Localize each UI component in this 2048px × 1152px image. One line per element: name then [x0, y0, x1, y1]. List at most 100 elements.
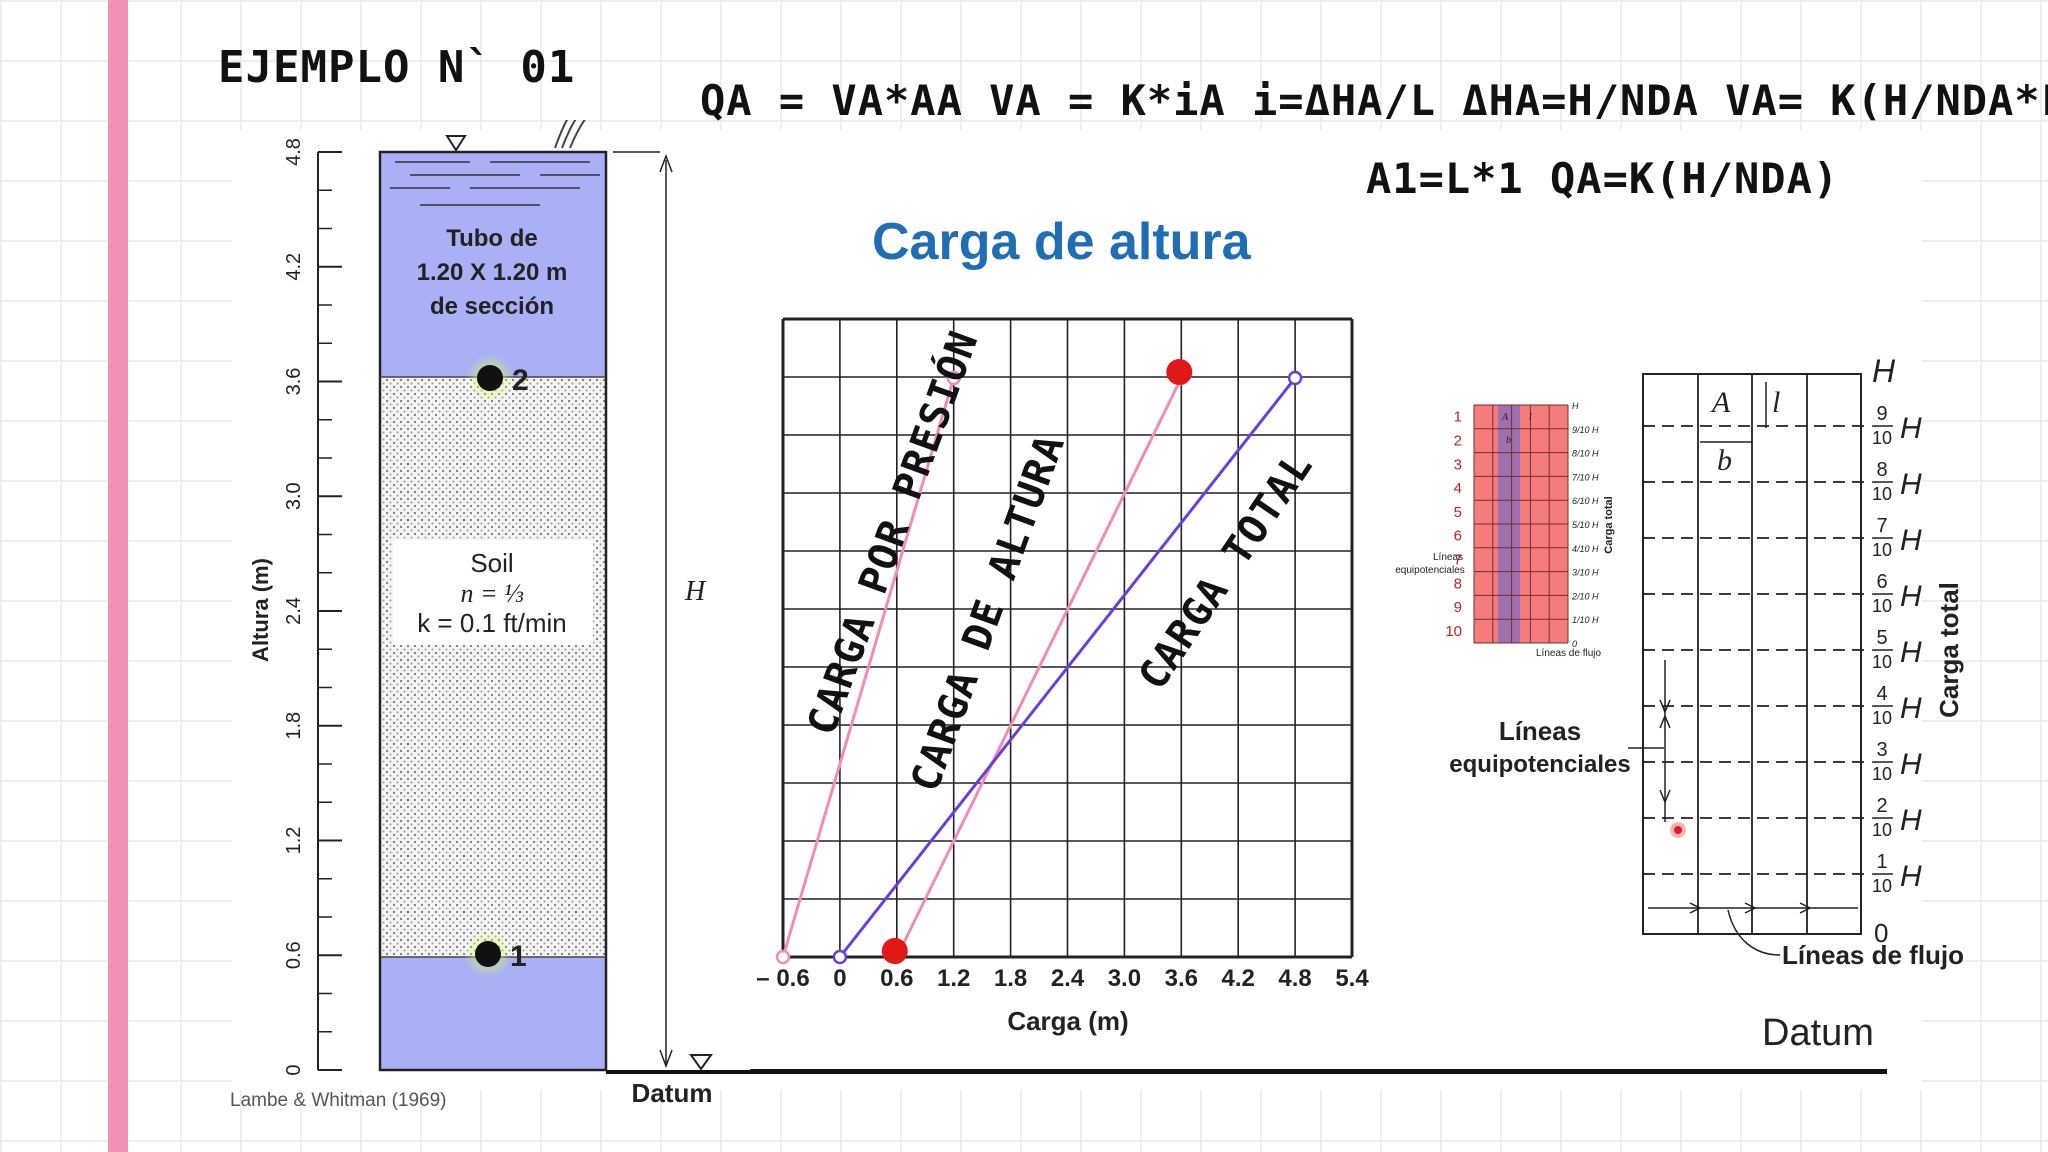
- large-net-head-top: H: [1872, 353, 1896, 389]
- column-axis-tick-label: 1.2: [283, 827, 305, 855]
- large-net-fraction-num: 7: [1876, 515, 1887, 537]
- large-net-fraction-h: H: [1900, 524, 1922, 557]
- large-net-fraction-num: 1: [1876, 851, 1887, 873]
- chart-x-axis-label: Carga (m): [1007, 1006, 1128, 1036]
- large-net-fraction-den: 10: [1872, 876, 1892, 896]
- small-net-row-number: 1: [1454, 409, 1462, 426]
- large-net-fraction-h: H: [1900, 468, 1922, 501]
- soil-column-figure: 0 0.6 1.2 1.8 2.4 3.0 3.6 4.2 4.8 Altura (m) Tub…: [230, 120, 750, 1111]
- large-net-fraction-num: 9: [1876, 403, 1887, 425]
- large-net-fraction-den: 10: [1872, 820, 1892, 840]
- large-net-equip-1: Líneas: [1499, 716, 1581, 746]
- large-net-fraction-den: 10: [1872, 596, 1892, 616]
- small-net-head-label: 8/10 H: [1572, 449, 1599, 459]
- small-net-row-number: 5: [1454, 504, 1462, 521]
- large-net-fraction-h: H: [1900, 860, 1922, 893]
- chart-x-tick-label: 0: [833, 965, 846, 992]
- small-net-flow: Líneas de flujo: [1536, 648, 1601, 659]
- point-2-marker: [477, 365, 503, 391]
- column-axis-tick-label: 2.4: [283, 597, 305, 625]
- small-net-equip-1: Líneas: [1433, 552, 1463, 563]
- small-net-l: l: [1529, 412, 1532, 423]
- chart-x-tick-label: 0.6: [880, 965, 913, 992]
- small-net-head-label: H: [1572, 401, 1579, 411]
- column-axis-tick-label: 3.0: [283, 482, 305, 510]
- large-net-fraction-h: H: [1900, 804, 1922, 837]
- h-dimension-label: H: [684, 576, 707, 607]
- large-net-fraction-num: 6: [1876, 571, 1887, 593]
- tube-label-1: Tubo de: [446, 225, 538, 252]
- small-net-row-number: 4: [1454, 480, 1462, 497]
- chart-series-point: [775, 949, 791, 965]
- small-net-b: b: [1506, 435, 1511, 446]
- datum-line: [750, 1069, 1887, 1074]
- column-axis-tick-label: 0: [283, 1064, 305, 1075]
- column-axis-tick-label: 4.2: [283, 253, 305, 281]
- large-net-fraction-num: 4: [1876, 683, 1887, 705]
- small-net-row-number: 9: [1454, 599, 1462, 616]
- pink-strip: [108, 0, 128, 1152]
- small-net-equip-2: equipotenciales: [1395, 565, 1465, 576]
- small-net-row-number: 6: [1454, 528, 1462, 545]
- small-net-a: A: [1501, 412, 1509, 423]
- small-net-head-label: 5/10 H: [1572, 520, 1599, 530]
- column-axis-label: Altura (m): [248, 558, 273, 662]
- column-axis-tick-label: 0.6: [283, 941, 305, 969]
- chart-x-tick-label: 3.0: [1108, 965, 1141, 992]
- small-net-row-number: 3: [1454, 456, 1462, 473]
- formula-line-1: QA = VA*AA VA = K*iA i=ΔHA/L ΔHA=H/NDA V…: [700, 76, 2048, 125]
- inflow-stream: [554, 120, 586, 149]
- large-net-side: Carga total: [1934, 582, 1964, 718]
- small-net-head-label: 2/10 H: [1571, 591, 1599, 601]
- small-net-row-number: 2: [1454, 432, 1462, 449]
- chart-x-tick-label: 1.8: [994, 965, 1027, 992]
- large-net-equip-2: equipotenciales: [1449, 751, 1630, 778]
- large-net-fraction-h: H: [1900, 412, 1922, 445]
- chart-x-tick-label: 2.4: [1051, 965, 1085, 992]
- small-net-head-label: 9/10 H: [1572, 425, 1599, 435]
- chart-highlight-marker: [1166, 359, 1193, 385]
- large-net-a: A: [1710, 386, 1731, 419]
- formula-line-2: A1=L*1 QA=K(H/NDA): [1366, 154, 1840, 203]
- large-net-fraction-h: H: [1900, 748, 1922, 781]
- point-2-label: 2: [512, 364, 529, 397]
- small-net-row-number: 10: [1445, 623, 1462, 640]
- large-net-l: l: [1772, 386, 1780, 419]
- large-net-fraction-h: H: [1900, 580, 1922, 613]
- large-net-b: b: [1717, 444, 1732, 477]
- chart-x-tick-label: 5.4: [1335, 965, 1369, 992]
- small-net-side: Carga total: [1603, 496, 1615, 553]
- column-axis-tick-label: 3.6: [283, 368, 305, 396]
- chart-highlight-marker: [881, 938, 908, 964]
- chart-x-tick-label: 4.8: [1278, 965, 1311, 992]
- chart-series-line: [781, 377, 956, 958]
- soil-permeability: k = 0.1 ft/min: [417, 608, 567, 638]
- large-net-fraction-den: 10: [1872, 428, 1892, 448]
- large-net-fraction-den: 10: [1872, 484, 1892, 504]
- datum-main-label: Datum: [1762, 1012, 1874, 1054]
- soil-label: Soil: [470, 548, 513, 578]
- large-net-fraction-h: H: [1900, 636, 1922, 669]
- example-title: EJEMPLO N` 01: [218, 42, 576, 93]
- chart-title: Carga de altura: [872, 213, 1251, 271]
- citation: Lambe & Whitman (1969): [230, 1090, 447, 1111]
- large-net-fraction-den: 10: [1872, 540, 1892, 560]
- column-axis-tick-label: 1.8: [283, 712, 305, 740]
- small-net-head-label: 3/10 H: [1572, 568, 1599, 578]
- chart-series-line: [895, 377, 1183, 958]
- column-datum-label: Datum: [632, 1078, 713, 1108]
- small-net-head-label: 4/10 H: [1572, 544, 1599, 554]
- large-net-flow: Líneas de flujo: [1782, 940, 1964, 970]
- small-net-row-number: 8: [1454, 575, 1462, 592]
- small-net-head-label: 1/10 H: [1572, 615, 1599, 625]
- chart-series-point: [946, 370, 961, 386]
- large-net-fraction-num: 5: [1876, 627, 1887, 649]
- large-net-fraction-num: 8: [1876, 459, 1887, 481]
- small-flow-net: 1 2 3 4 5 6 7 8 9 10 H 9/10 H 8/10 H 7/10 H 6/10 H 5/1…: [1395, 401, 1615, 659]
- chart-x-tick-label: 4.2: [1222, 965, 1255, 992]
- point-1-label: 1: [510, 940, 527, 973]
- large-net-fraction-den: 10: [1872, 652, 1892, 672]
- point-1-marker: [475, 941, 501, 967]
- water-level-triangle: [445, 135, 467, 152]
